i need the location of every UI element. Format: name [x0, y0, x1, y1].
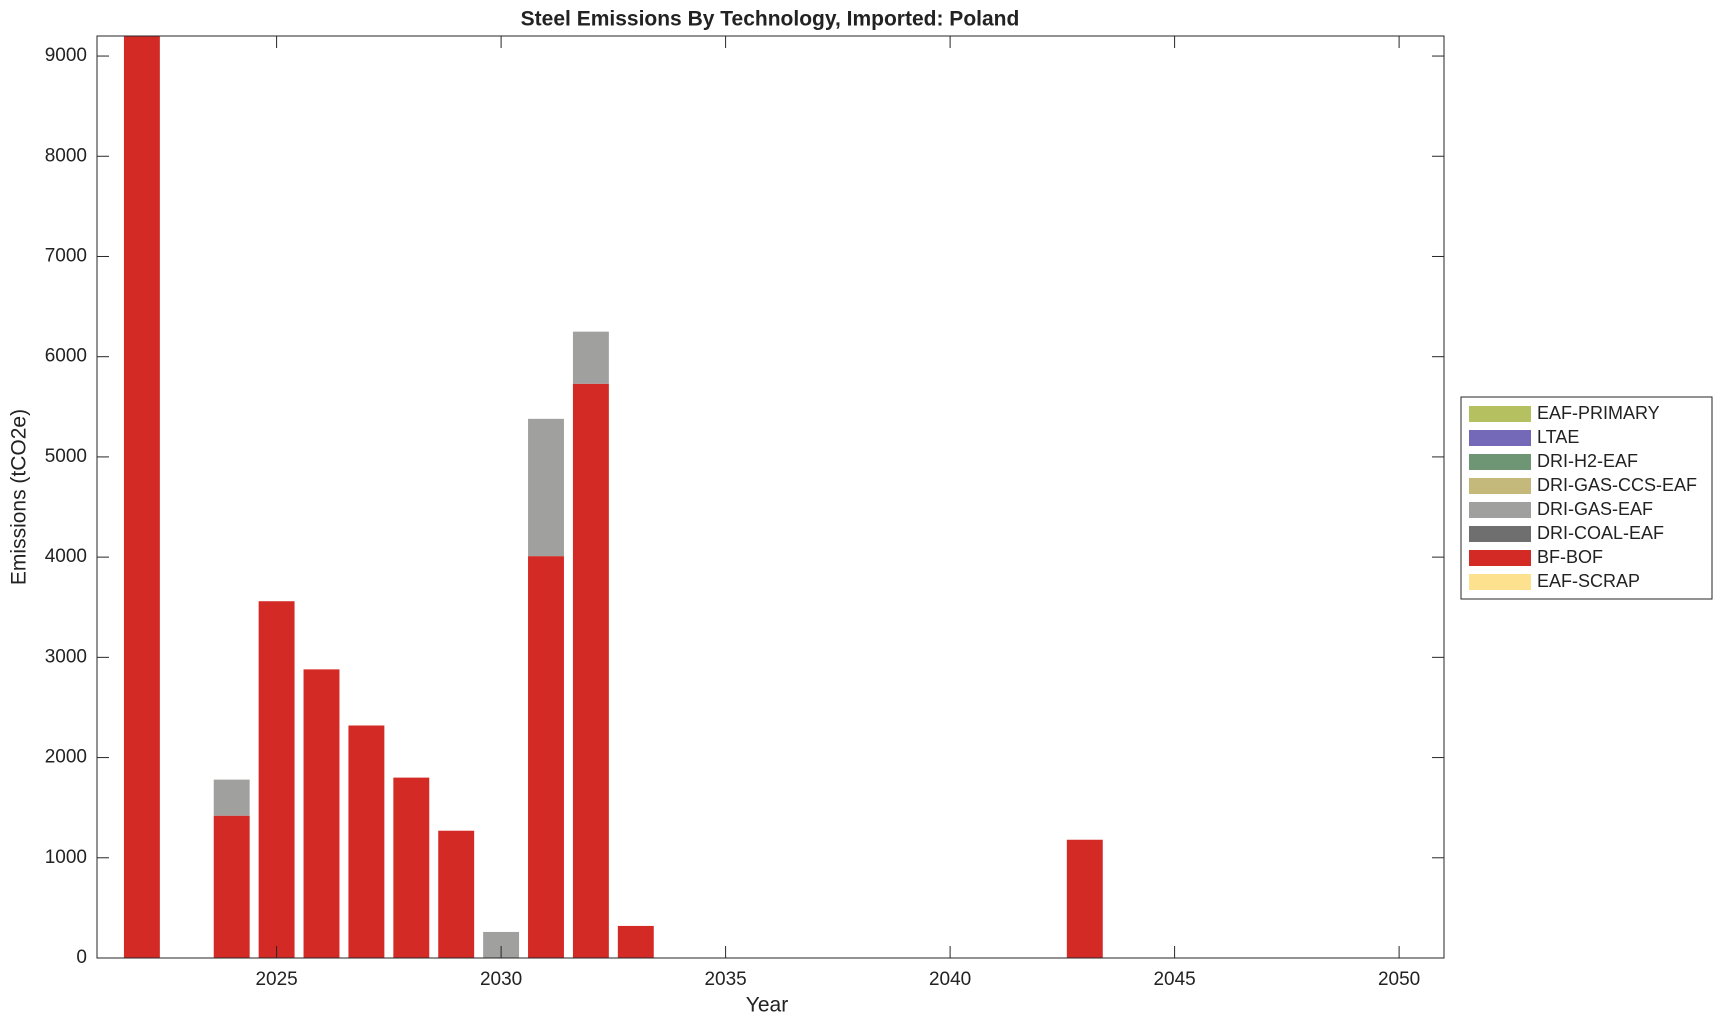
bar-segment — [528, 418, 564, 557]
legend-swatch — [1469, 526, 1531, 542]
y-tick-label: 6000 — [45, 346, 87, 367]
legend-label: DRI-COAL-EAF — [1537, 523, 1664, 543]
bar-segment — [617, 925, 654, 958]
legend-label: BF-BOF — [1537, 547, 1603, 567]
x-tick-label: 2050 — [1378, 969, 1420, 990]
legend-label: DRI-GAS-CCS-EAF — [1537, 475, 1697, 495]
y-axis-label: Emissions (tCO2e) — [8, 409, 31, 585]
y-tick-label: 0 — [76, 947, 87, 968]
bar-segment — [123, 36, 160, 958]
legend-swatch — [1469, 454, 1531, 470]
bar-segment — [348, 725, 385, 958]
bar-segment — [393, 777, 430, 958]
bar-segment — [528, 556, 564, 958]
bar-segment — [258, 601, 295, 958]
legend-label: DRI-H2-EAF — [1537, 451, 1638, 471]
y-tick-label: 1000 — [45, 847, 87, 868]
chart-title: Steel Emissions By Technology, Imported:… — [521, 8, 1020, 31]
bar-segment — [1066, 839, 1103, 958]
plot-frame — [96, 35, 1445, 959]
legend-swatch — [1469, 478, 1531, 494]
x-axis-label: Year — [746, 994, 788, 1017]
y-tick-label: 3000 — [45, 646, 87, 667]
bar-segment — [572, 383, 609, 958]
legend-swatch — [1469, 430, 1531, 446]
bar-segment — [438, 830, 475, 958]
x-tick-label: 2040 — [929, 969, 971, 990]
y-tick-label: 9000 — [45, 45, 87, 66]
bar-segment — [213, 815, 250, 958]
legend-swatch — [1469, 550, 1531, 566]
legend-swatch — [1469, 406, 1531, 422]
legend-swatch — [1469, 502, 1531, 518]
y-tick-label: 5000 — [45, 446, 87, 467]
x-tick-label: 2035 — [704, 969, 746, 990]
legend-swatch — [1469, 574, 1531, 590]
bar-segment — [572, 331, 609, 384]
x-tick-label: 2025 — [255, 969, 297, 990]
y-tick-label: 4000 — [45, 546, 87, 567]
y-tick-label: 2000 — [45, 747, 87, 768]
bar-segment — [303, 669, 340, 958]
x-tick-label: 2045 — [1153, 969, 1195, 990]
y-tick-label: 7000 — [45, 245, 87, 266]
x-tick-label: 2030 — [480, 969, 522, 990]
legend-label: DRI-GAS-EAF — [1537, 499, 1653, 519]
legend-label: EAF-PRIMARY — [1537, 403, 1660, 423]
bar-segment — [213, 779, 250, 816]
legend-label: EAF-SCRAP — [1537, 571, 1640, 591]
y-tick-label: 8000 — [45, 145, 87, 166]
legend-label: LTAE — [1537, 427, 1579, 447]
